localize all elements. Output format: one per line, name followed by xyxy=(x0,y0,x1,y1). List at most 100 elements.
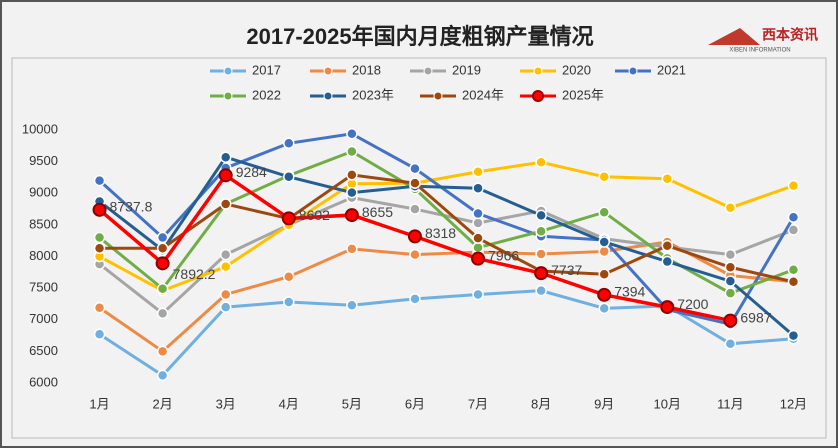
legend-marker xyxy=(223,91,233,101)
marker xyxy=(535,248,547,260)
y-tick-label: 6500 xyxy=(29,343,58,358)
legend-label: 2024年 xyxy=(462,87,504,102)
marker xyxy=(472,182,484,194)
marker xyxy=(787,224,800,236)
marker xyxy=(472,217,484,229)
data-label: 7200 xyxy=(677,296,708,312)
marker xyxy=(155,256,170,271)
marker xyxy=(219,198,232,210)
marker xyxy=(219,151,232,163)
x-tick-label: 10月 xyxy=(654,396,681,411)
y-tick-label: 7500 xyxy=(29,280,58,295)
marker xyxy=(787,264,800,276)
marker xyxy=(156,283,169,295)
marker xyxy=(93,231,106,244)
marker xyxy=(92,202,107,217)
data-label: 8737.8 xyxy=(110,199,153,215)
legend-label: 2023年 xyxy=(352,87,394,102)
x-tick-label: 7月 xyxy=(468,396,488,411)
marker xyxy=(724,338,737,350)
marker xyxy=(724,287,737,299)
marker xyxy=(93,328,106,341)
data-label: 7966 xyxy=(488,247,519,263)
marker xyxy=(409,293,421,305)
x-tick-label: 9月 xyxy=(594,396,614,411)
marker xyxy=(724,275,737,287)
marker xyxy=(724,261,737,274)
marker xyxy=(283,171,295,183)
data-label: 7394 xyxy=(614,284,645,300)
marker xyxy=(218,168,233,183)
marker xyxy=(281,211,296,226)
marker xyxy=(472,288,484,301)
data-label: 6987 xyxy=(740,309,771,325)
marker xyxy=(535,156,547,169)
line xyxy=(98,132,795,326)
marker xyxy=(283,296,295,308)
marker xyxy=(409,162,421,175)
marker xyxy=(535,225,547,237)
marker xyxy=(409,248,421,261)
legend-marker xyxy=(223,66,233,76)
series xyxy=(93,156,800,297)
legend-label: 2021 xyxy=(657,62,686,77)
data-label: 7892.2 xyxy=(173,266,216,282)
marker xyxy=(346,299,358,311)
marker xyxy=(661,239,674,252)
marker xyxy=(409,203,421,215)
logo-subtitle: XIBEN INFORMATION xyxy=(729,48,790,54)
marker xyxy=(283,137,295,150)
legend-label: 2019 xyxy=(452,62,481,77)
marker xyxy=(598,268,610,280)
x-tick-label: 12月 xyxy=(780,396,807,411)
marker xyxy=(660,300,675,315)
line xyxy=(98,160,794,293)
marker xyxy=(535,284,547,297)
y-tick-label: 9000 xyxy=(29,185,58,200)
marker xyxy=(219,260,232,273)
legend-marker xyxy=(628,66,638,76)
marker xyxy=(219,288,232,301)
data-label: 8318 xyxy=(425,225,456,241)
logo-icon xyxy=(708,28,760,45)
y-tick-label: 10000 xyxy=(22,121,58,136)
y-tick-label: 7000 xyxy=(29,311,58,326)
legend-marker xyxy=(323,66,333,76)
marker xyxy=(598,245,610,258)
legend-label: 2018 xyxy=(352,62,381,77)
marker xyxy=(724,202,737,214)
marker xyxy=(598,171,610,183)
marker xyxy=(471,251,486,266)
marker xyxy=(283,270,295,283)
marker xyxy=(597,287,612,302)
marker xyxy=(156,231,169,244)
marker xyxy=(346,169,358,181)
legend-label: 2022 xyxy=(252,87,281,102)
x-tick-label: 5月 xyxy=(342,396,362,411)
marker xyxy=(787,329,800,342)
marker xyxy=(156,369,169,382)
marker xyxy=(787,276,800,288)
marker xyxy=(598,236,610,248)
marker xyxy=(346,128,358,140)
data-label: 8655 xyxy=(362,204,393,220)
x-tick-label: 1月 xyxy=(89,396,109,411)
marker xyxy=(93,301,106,314)
line xyxy=(98,155,795,337)
marker xyxy=(219,248,232,261)
marker xyxy=(346,243,358,255)
legend-marker xyxy=(532,90,544,102)
marker xyxy=(472,165,484,178)
y-tick-label: 9500 xyxy=(29,153,58,168)
y-tick-label: 8000 xyxy=(29,248,58,263)
marker xyxy=(534,266,549,281)
legend-marker xyxy=(433,91,443,101)
marker xyxy=(156,345,169,358)
plot-frame xyxy=(11,57,827,439)
marker xyxy=(724,248,737,261)
x-tick-label: 6月 xyxy=(405,396,425,411)
logo: 西本资讯 XIBEN INFORMATION xyxy=(708,27,818,54)
series xyxy=(92,168,738,328)
